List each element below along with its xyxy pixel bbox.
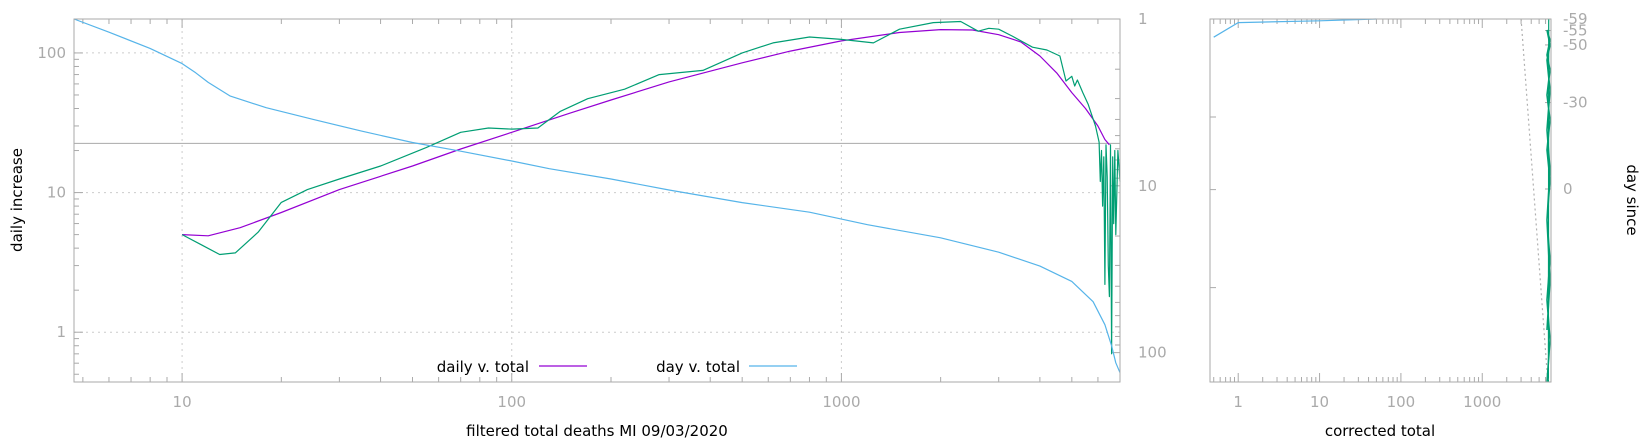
side-plot-frame (1209, 18, 1552, 383)
side-x-axis-label: corrected total (1325, 422, 1435, 440)
side-series (1213, 18, 1551, 383)
series-daily-raw (181, 20, 1121, 355)
legend-label-daily: daily v. total (437, 358, 529, 376)
x-tick-label: 10 (173, 393, 192, 411)
main-series (73, 18, 1121, 373)
side-x-tick-label: 1 (1233, 393, 1243, 411)
main-ticks (74, 18, 1121, 382)
side-tick-labels: 1 10 100 1000 -59-55-50 -30 0 (1233, 10, 1587, 411)
y-tick-label: 10 (47, 184, 66, 202)
side-y2-tick-label: 0 (1563, 180, 1573, 198)
side-series-green-spike (1546, 29, 1551, 383)
side-y2-tick-label: -50 (1563, 36, 1588, 54)
legend-label-day: day v. total (656, 358, 740, 376)
main-plot-frame (73, 18, 1121, 383)
series-day-v-total (73, 18, 1121, 373)
series-daily-v-total (182, 29, 1110, 237)
legend: daily v. total day v. total (437, 358, 797, 376)
side-y2-tick-label: -55 (1563, 22, 1588, 40)
side-y2-tick-label: -59 (1563, 10, 1588, 28)
main-y-axis-label: daily increase (8, 148, 26, 252)
y2-tick-label: 1 (1138, 10, 1148, 28)
side-series-blue (1213, 18, 1377, 38)
side-x-tick-label: 1000 (1463, 393, 1501, 411)
x-tick-label: 100 (497, 393, 526, 411)
side-x-tick-label: 10 (1310, 393, 1329, 411)
y-tick-label: 100 (37, 44, 66, 62)
side-y2-axis-label: day since (1623, 164, 1640, 235)
main-tick-labels: 10 100 1000 1 10 100 1 10 100 (37, 10, 1166, 411)
side-y2-tick-label: -30 (1563, 94, 1588, 112)
y-tick-label: 1 (56, 323, 66, 341)
side-x-tick-label: 100 (1387, 393, 1416, 411)
main-grid (74, 19, 1120, 382)
x-tick-label: 1000 (822, 393, 860, 411)
y2-tick-label: 100 (1138, 344, 1167, 362)
y2-tick-label: 10 (1138, 177, 1157, 195)
side-series-dotted (1520, 18, 1549, 383)
main-x-axis-label: filtered total deaths MI 09/03/2020 (466, 422, 728, 440)
